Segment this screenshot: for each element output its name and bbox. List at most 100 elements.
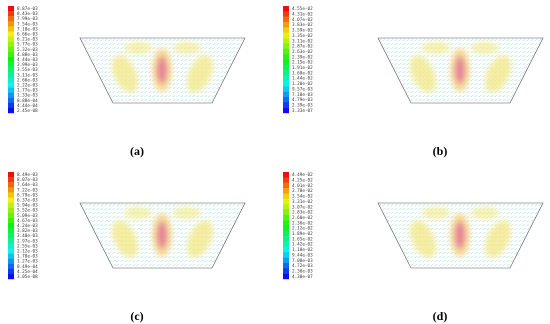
- legend-swatch: [8, 72, 14, 78]
- legend-swatch: [283, 182, 289, 189]
- legend-label: 5.32e-03: [17, 47, 38, 53]
- legend-swatch: [283, 252, 289, 258]
- legend-label: 8.87e-03: [17, 6, 38, 12]
- legend-swatch: [8, 238, 14, 244]
- legend-swatch: [8, 263, 14, 270]
- legend-label: 5.94e-03: [17, 203, 38, 209]
- legend-label: 6.66e-03: [17, 32, 38, 38]
- legend-label: 3.35e-02: [292, 33, 313, 39]
- legend-label: 4.55e-02: [292, 6, 313, 12]
- legend-swatch: [8, 248, 14, 254]
- legend-label: 1.27e-03: [17, 259, 38, 265]
- legend-swatch: [283, 268, 289, 274]
- legend-swatch: [8, 51, 14, 58]
- panel: 8.49e-038.07e-037.64e-037.22e-036.79e-03…: [8, 172, 245, 323]
- legend-label: 2.55e-03: [17, 243, 38, 249]
- panel: 4.49e-024.25e-024.01e-023.78e-023.54e-02…: [283, 172, 543, 323]
- panel-caption: (b): [433, 144, 448, 158]
- legend-swatch: [8, 202, 14, 208]
- legend-label: 4.07e-02: [292, 17, 313, 23]
- legend-label: 4.79e-03: [292, 97, 313, 103]
- legend-label: 1.65e-02: [292, 236, 313, 242]
- legend-label: 3.83e-02: [292, 22, 313, 28]
- legend-label: 4.67e-03: [17, 218, 38, 224]
- legend-label: 4.49e-02: [292, 172, 313, 178]
- legend-label: 3.55e-03: [17, 67, 38, 73]
- legend-label: 4.72e-03: [292, 263, 313, 269]
- legend-label: 7.22e-03: [17, 187, 38, 193]
- legend-label: 8.88e-04: [17, 98, 38, 104]
- legend-swatch: [283, 43, 289, 49]
- legend-label: 1.44e-02: [292, 76, 313, 82]
- legend-label: 4.31e-02: [292, 12, 313, 18]
- legend-label: 2.97e-03: [17, 238, 38, 244]
- legend-label: 2.12e-03: [17, 248, 38, 254]
- legend-swatch: [283, 22, 289, 28]
- legend-swatch: [8, 77, 14, 83]
- vector-field-plot: [80, 203, 245, 268]
- legend-swatch: [283, 75, 289, 82]
- legend-swatch: [283, 193, 289, 199]
- legend-swatch: [283, 107, 289, 114]
- legend-label: 2.60e-02: [292, 215, 313, 221]
- legend-label: 7.10e-03: [17, 26, 38, 32]
- vector-field-plot: [378, 203, 543, 268]
- legend-label: 4.01e-02: [292, 183, 313, 189]
- legend-swatch: [8, 97, 14, 104]
- legend-label: 4.25e-02: [292, 178, 313, 184]
- legend-label: 9.57e-03: [292, 86, 313, 92]
- legend-swatch: [8, 182, 14, 188]
- legend-label: 1.18e-02: [292, 247, 313, 253]
- legend-label: 8.43e-03: [17, 11, 38, 17]
- legend-label: 3.59e-02: [292, 28, 313, 34]
- legend-swatch: [8, 102, 14, 109]
- legend-label: 8.07e-03: [17, 177, 38, 183]
- legend-swatch: [283, 241, 289, 248]
- legend-label: 2.12e-02: [292, 226, 313, 232]
- legend-swatch: [283, 38, 289, 44]
- legend-swatch: [8, 207, 14, 213]
- panel: 8.87e-038.43e-037.99e-037.54e-037.10e-03…: [8, 6, 245, 158]
- legend-label: 7.18e-03: [292, 92, 313, 98]
- legend-label: 2.66e-03: [17, 77, 38, 83]
- legend-swatch: [283, 80, 289, 87]
- legend-swatch: [283, 225, 289, 232]
- legend-swatch: [8, 192, 14, 198]
- legend-label: 4.88e-03: [17, 52, 38, 58]
- legend-swatch: [8, 268, 14, 275]
- legend-swatch: [8, 177, 14, 183]
- legend-label: 1.42e-02: [292, 242, 313, 248]
- vector-field-plot: [80, 38, 245, 103]
- legend-swatch: [8, 253, 14, 259]
- legend-swatch: [283, 257, 289, 264]
- legend-label: 2.15e-02: [292, 60, 313, 66]
- legend-swatch: [283, 246, 289, 253]
- legend-swatch: [283, 96, 289, 103]
- legend-swatch: [283, 236, 289, 242]
- legend-swatch: [283, 64, 289, 71]
- legend-label: 4.24e-03: [17, 223, 38, 229]
- legend-swatch: [8, 107, 14, 114]
- legend-swatch: [8, 217, 14, 224]
- panel-caption: (d): [433, 309, 448, 323]
- legend-label: 9.44e-03: [292, 252, 313, 258]
- legend-swatch: [8, 31, 14, 37]
- legend-swatch: [283, 262, 289, 269]
- legend-label: 1.77e-03: [17, 88, 38, 94]
- legend-label: 6.37e-03: [17, 198, 38, 204]
- legend-swatch: [8, 228, 14, 234]
- legend-swatch: [8, 62, 14, 68]
- legend-swatch: [8, 172, 14, 178]
- legend-label: 2.36e-03: [292, 268, 313, 274]
- panel-caption: (a): [130, 144, 144, 158]
- legend-swatch: [283, 16, 289, 23]
- legend-swatch: [8, 41, 14, 47]
- legend-swatch: [8, 233, 14, 239]
- legend-swatch: [283, 220, 289, 226]
- legend-swatch: [283, 32, 289, 39]
- legend-label: 2.83e-02: [292, 210, 313, 216]
- legend-swatch: [8, 92, 14, 98]
- legend-label: 1.33e-03: [17, 93, 38, 99]
- legend-label: 2.63e-02: [292, 49, 313, 55]
- legend-swatch: [283, 6, 289, 12]
